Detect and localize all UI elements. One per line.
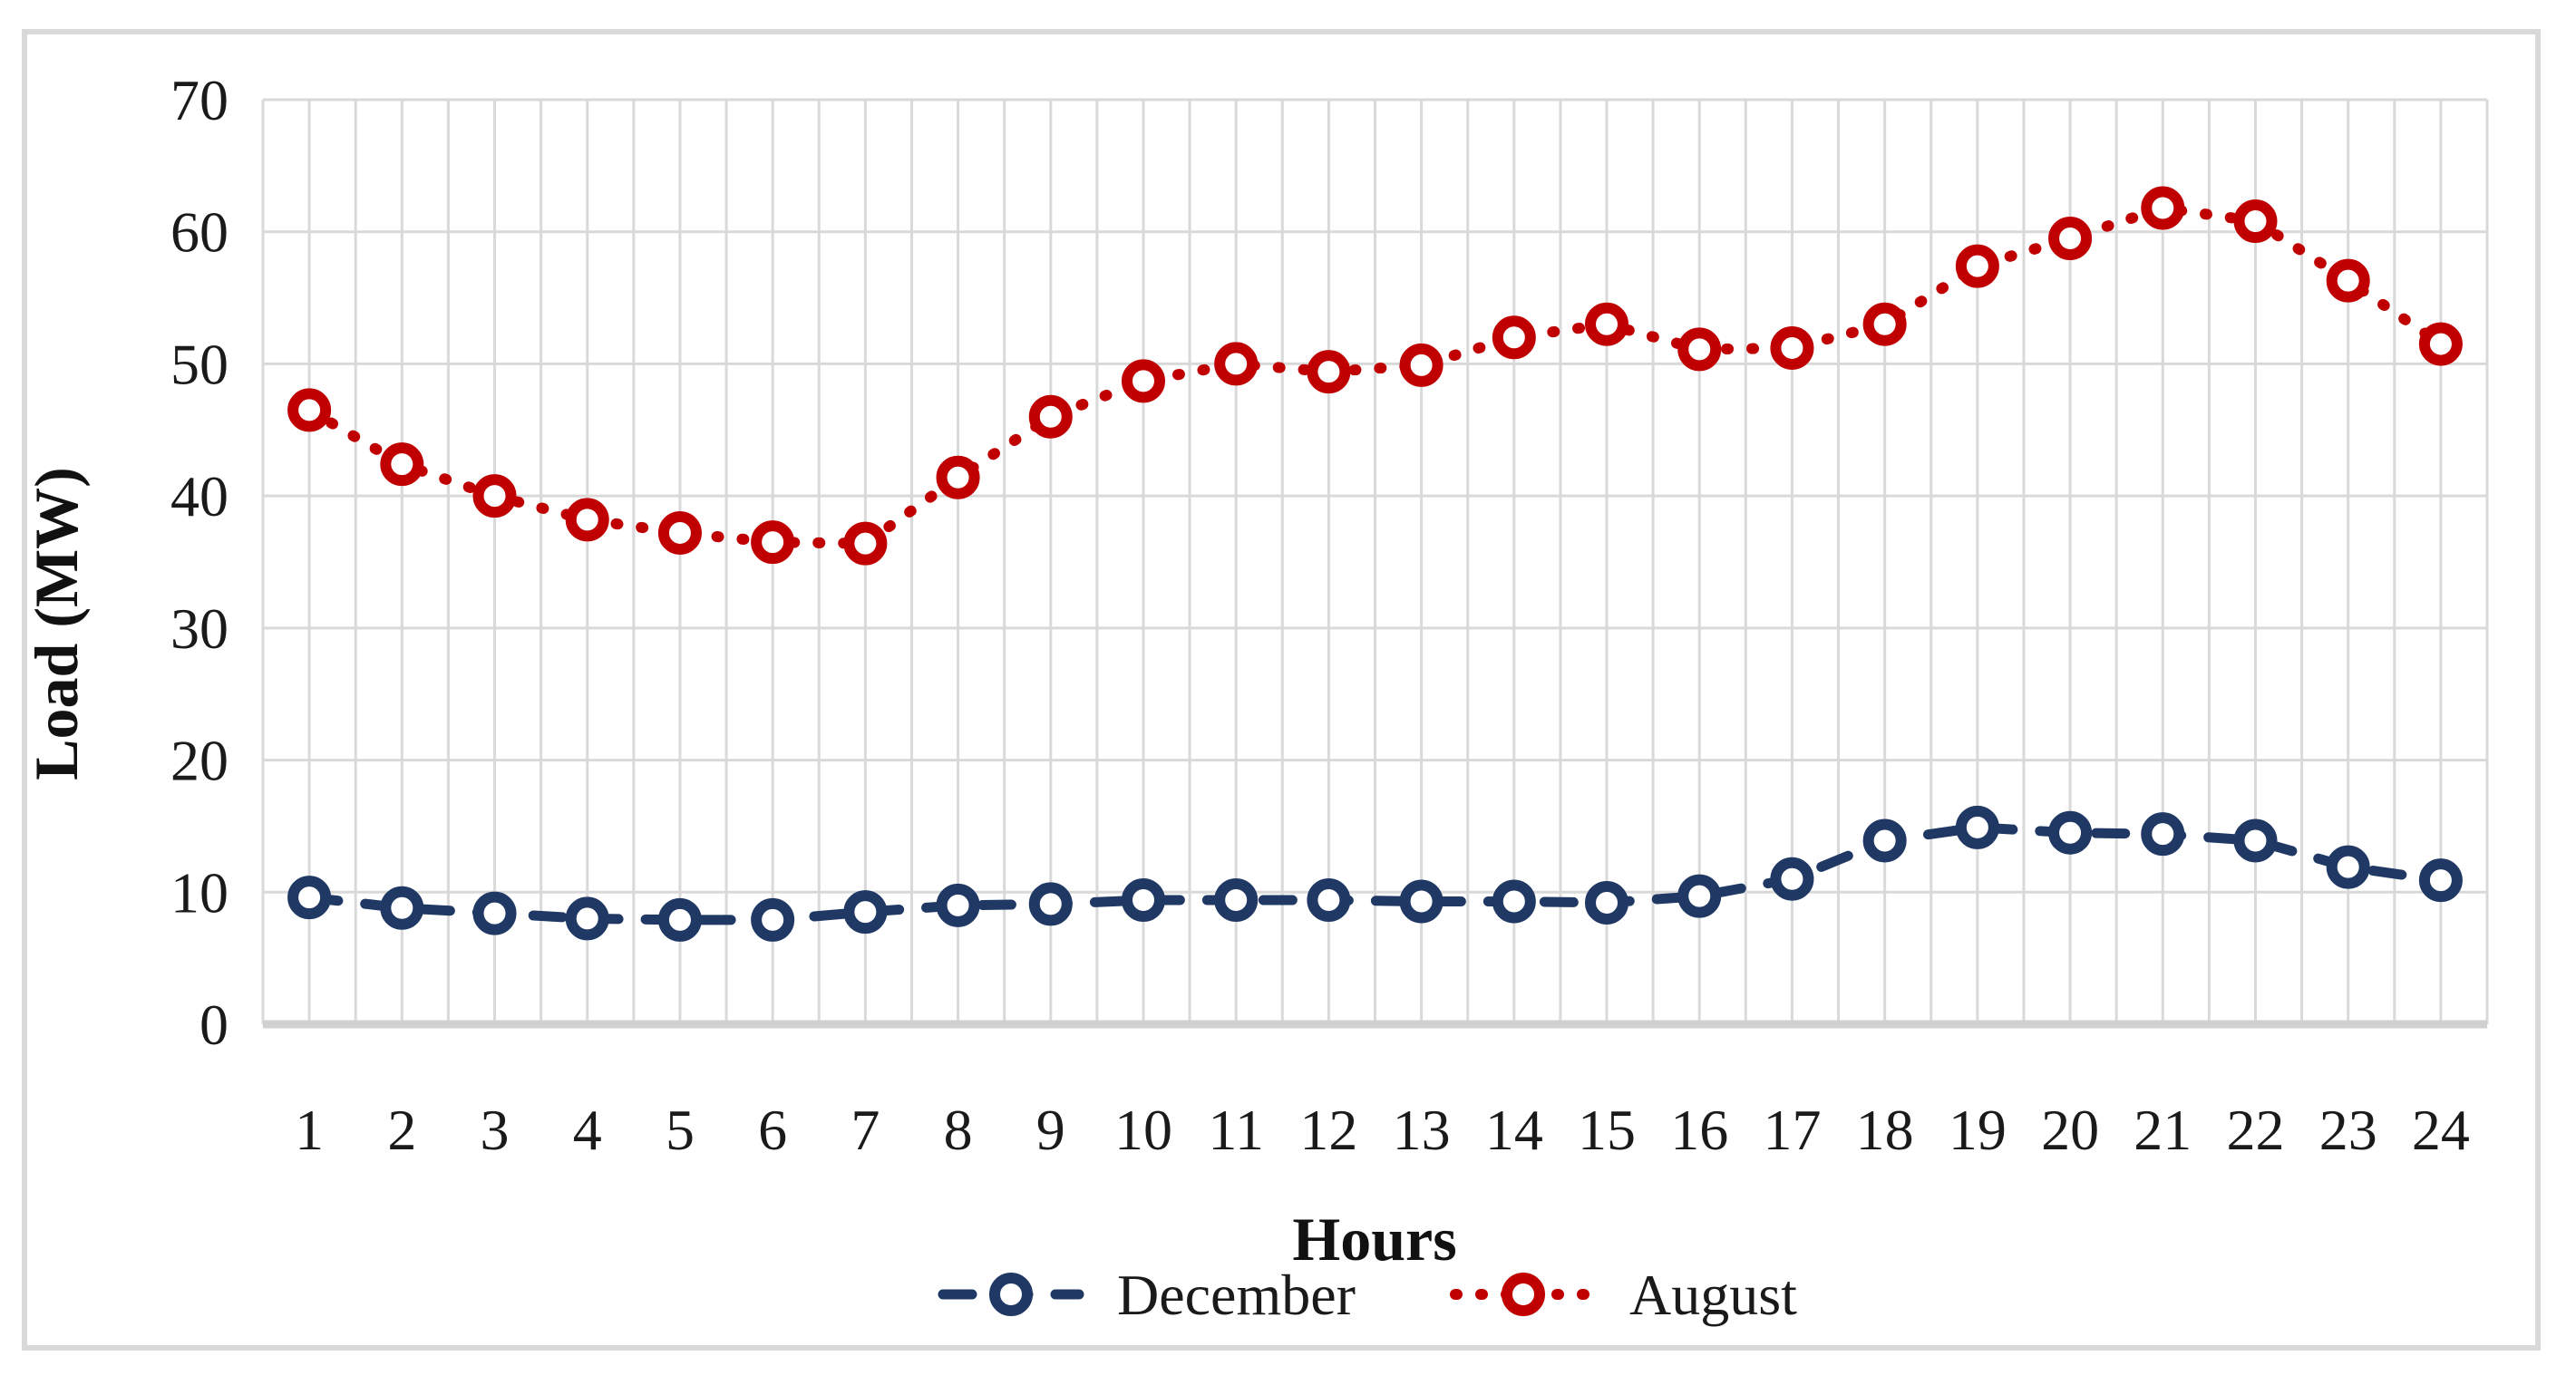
y-tick-label: 20	[170, 729, 228, 793]
december-marker	[657, 897, 702, 942]
legend-item-december: December	[938, 1263, 1356, 1327]
august-marker	[657, 510, 702, 555]
series-december	[287, 805, 2463, 942]
august-marker	[1121, 359, 1165, 403]
december-marker	[936, 883, 980, 927]
august-marker	[2418, 322, 2463, 366]
y-tick-label: 60	[170, 200, 228, 265]
december-marker	[1028, 882, 1073, 926]
august-marker	[843, 521, 888, 566]
x-tick-label: 8	[944, 1098, 973, 1162]
x-tick-label: 11	[1208, 1098, 1264, 1162]
december-marker	[2048, 810, 2093, 855]
x-tick-label: 12	[1299, 1098, 1357, 1162]
august-marker	[380, 442, 424, 487]
y-axis-title: Load (MW)	[22, 467, 91, 780]
x-tick-label: 19	[1949, 1098, 2007, 1162]
august-marker	[1770, 325, 1814, 370]
x-tick-label: 2	[387, 1098, 416, 1162]
x-axis-tick-labels: 1 2 3 4 5 6 7 8 9 10 11 12 13 14 15 16 17 18 19 20 21 22 23 24	[295, 1098, 2470, 1162]
legend-label-december: December	[1117, 1263, 1356, 1327]
december-marker	[751, 897, 795, 942]
data-series	[287, 186, 2463, 942]
august-marker	[1492, 315, 1536, 360]
x-tick-label: 21	[2134, 1098, 2192, 1162]
december-marker	[1677, 874, 1722, 918]
august-marker	[565, 498, 609, 542]
horizontal-gridlines	[263, 98, 2487, 894]
august-marker	[1307, 350, 1351, 394]
x-tick-label: 24	[2412, 1098, 2470, 1162]
x-tick-label: 13	[1393, 1098, 1451, 1162]
x-axis-title: Hours	[1292, 1205, 1456, 1274]
december-marker	[2418, 858, 2463, 903]
december-marker	[1307, 878, 1351, 923]
august-marker	[1028, 394, 1073, 439]
december-marker	[1770, 857, 1814, 901]
december-marker	[1214, 878, 1259, 923]
august-marker	[1862, 302, 1907, 346]
august-marker	[2141, 186, 2185, 230]
x-tick-label: 10	[1114, 1098, 1172, 1162]
series-august	[287, 186, 2463, 566]
x-tick-label: 22	[2226, 1098, 2284, 1162]
december-marker	[1121, 878, 1165, 923]
august-marker	[1677, 327, 1722, 372]
x-tick-label: 17	[1763, 1098, 1821, 1162]
x-tick-label: 23	[2319, 1098, 2377, 1162]
august-marker	[751, 520, 795, 565]
x-tick-label: 15	[1578, 1098, 1636, 1162]
chart-legend: December August	[938, 1263, 1797, 1327]
y-tick-label: 30	[170, 596, 228, 661]
legend-item-august: August	[1450, 1263, 1797, 1327]
x-tick-label: 18	[1856, 1098, 1914, 1162]
august-marker	[1585, 302, 1629, 346]
december-marker	[843, 890, 888, 935]
december-marker	[2141, 812, 2185, 857]
august-marker	[472, 474, 517, 518]
december-marker	[1399, 879, 1444, 924]
y-axis-tick-labels: 0 10 20 30 40 50 60 70	[170, 68, 228, 1057]
august-marker	[936, 455, 980, 499]
december-marker	[380, 886, 424, 930]
august-marker	[287, 388, 332, 432]
x-tick-label: 16	[1670, 1098, 1728, 1162]
december-marker	[565, 896, 609, 941]
december-marker	[2326, 845, 2370, 889]
december-marker	[1862, 818, 1907, 863]
x-tick-label: 9	[1036, 1098, 1065, 1162]
x-tick-label: 7	[851, 1098, 880, 1162]
legend-december-marker	[989, 1273, 1033, 1316]
x-tick-label: 14	[1485, 1098, 1543, 1162]
december-marker	[472, 891, 517, 935]
august-marker	[2233, 199, 2278, 244]
vertical-gridlines	[261, 100, 2489, 1024]
y-tick-label: 0	[199, 993, 228, 1057]
x-tick-label: 1	[295, 1098, 324, 1162]
december-marker	[1492, 879, 1536, 924]
y-tick-label: 70	[170, 68, 228, 132]
x-tick-label: 3	[481, 1098, 510, 1162]
legend-august-marker	[1502, 1273, 1545, 1316]
y-tick-label: 40	[170, 464, 228, 528]
august-marker	[1955, 244, 1999, 288]
august-marker	[2326, 258, 2370, 303]
y-tick-label: 50	[170, 332, 228, 396]
august-marker	[2048, 217, 2093, 260]
december-marker	[1955, 805, 1999, 849]
x-tick-label: 6	[758, 1098, 787, 1162]
december-marker	[287, 876, 332, 920]
x-tick-label: 20	[2041, 1098, 2099, 1162]
legend-label-august: August	[1629, 1263, 1797, 1327]
december-marker	[2233, 818, 2278, 863]
august-marker	[1214, 342, 1259, 386]
x-tick-label: 5	[666, 1098, 695, 1162]
august-marker	[1399, 343, 1444, 387]
december-marker	[1585, 880, 1629, 925]
x-tick-label: 4	[573, 1098, 602, 1162]
y-tick-label: 10	[170, 860, 228, 925]
